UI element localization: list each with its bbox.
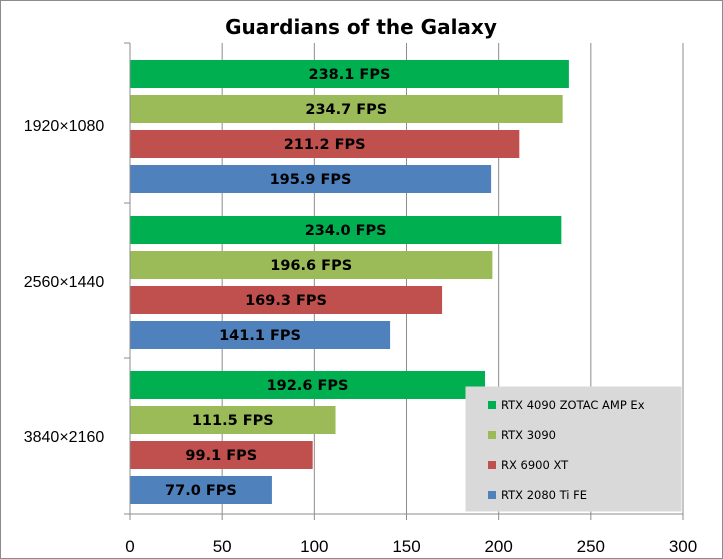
legend-swatch [488, 461, 496, 469]
legend: RTX 4090 ZOTAC AMP Ex RTX 3090 RX 6900 XT R… [465, 386, 682, 512]
bar-data-label: 169.3 FPS [245, 293, 327, 309]
legend-swatch [488, 401, 496, 409]
axes: 0 50 100 150 200 250 300 1920×1080 2560×1440 3840… [24, 42, 697, 556]
bar-data-label: 141.1 FPS [219, 328, 301, 344]
x-tick-label: 300 [669, 537, 697, 556]
bar [130, 321, 391, 349]
x-tick-label: 250 [577, 537, 605, 556]
bar-data-label: 234.7 FPS [305, 102, 387, 118]
bar-data-label: 238.1 FPS [309, 67, 391, 83]
legend-entry: RTX 4090 ZOTAC AMP Ex [501, 398, 645, 412]
bar-data-label: 99.1 FPS [185, 448, 257, 464]
x-tick-label: 200 [484, 537, 512, 556]
bar-data-label: 77.0 FPS [165, 483, 237, 499]
x-tick-label: 150 [392, 537, 420, 556]
bar-data-label: 234.0 FPS [305, 223, 387, 239]
bar [130, 251, 493, 279]
legend-entry: RX 6900 XT [501, 458, 569, 472]
bar [130, 441, 313, 469]
category-label: 3840×2160 [24, 429, 105, 446]
bar [130, 95, 563, 123]
x-tick-label: 50 [213, 537, 232, 556]
bar [130, 406, 336, 434]
bar [130, 165, 492, 193]
legend-entry: RTX 2080 Ti FE [501, 488, 587, 502]
bars: 238.1 FPS 234.7 FPS 211.2 FPS 195.9 FPS 234.… [130, 60, 569, 504]
bar [130, 286, 443, 314]
x-tick-label: 100 [300, 537, 328, 556]
legend-entry: RTX 3090 [501, 428, 556, 442]
bar [130, 371, 486, 399]
chart-title: Guardians of the Galaxy [225, 15, 497, 39]
bar [130, 476, 272, 504]
bar-data-label: 196.6 FPS [270, 258, 352, 274]
category-label: 1920×1080 [24, 118, 105, 135]
bar [130, 60, 569, 88]
legend-swatch [488, 431, 496, 439]
legend-swatch [488, 491, 496, 499]
bar [130, 130, 520, 158]
bar-data-label: 211.2 FPS [284, 137, 366, 153]
bar [130, 216, 562, 244]
x-tick-label: 0 [125, 537, 134, 556]
legend-box [465, 386, 682, 512]
bar-data-label: 192.6 FPS [267, 378, 349, 394]
category-label: 2560×1440 [24, 274, 105, 291]
bar-data-label: 195.9 FPS [270, 172, 352, 188]
bar-data-label: 111.5 FPS [192, 413, 274, 429]
